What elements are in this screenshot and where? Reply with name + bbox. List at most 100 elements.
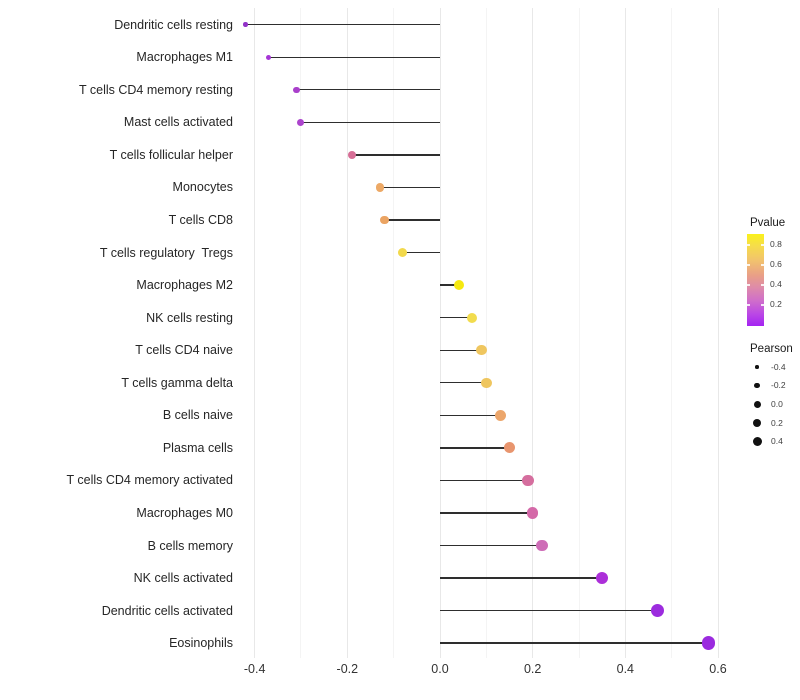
pvalue-bar-tick-left	[747, 304, 750, 306]
lollipop-segment	[440, 577, 603, 579]
lollipop-segment	[440, 512, 533, 514]
lollipop-dot	[347, 150, 356, 159]
gridline-major	[439, 8, 441, 658]
pearson-size-dot	[754, 382, 760, 389]
lollipop-dot	[293, 86, 300, 94]
y-axis-label: Macrophages M0	[136, 505, 233, 520]
lollipop-dot	[481, 377, 492, 388]
y-axis-label: Mast cells activated	[123, 115, 233, 130]
lollipop-dot	[243, 22, 248, 27]
pvalue-bar-tick-right	[761, 264, 764, 266]
y-axis-label: B cells naive	[162, 408, 233, 423]
lollipop-dot	[297, 118, 305, 126]
x-axis-tick-label: 0.4	[616, 662, 635, 676]
lollipop-dot	[701, 636, 716, 650]
pearson-size-dot	[755, 365, 759, 369]
lollipop-dot	[476, 344, 487, 356]
y-axis-label: T cells CD4 naive	[135, 343, 233, 358]
lollipop-dot	[651, 604, 665, 618]
lollipop-dot	[536, 539, 548, 552]
x-axis-tick-label: 0.0	[431, 662, 449, 676]
pvalue-bar-tick-right	[761, 244, 764, 246]
y-axis-label: T cells CD8	[168, 213, 233, 227]
pvalue-legend-title: Pvalue	[750, 217, 786, 229]
pvalue-tick-label: 0.8	[770, 239, 782, 250]
lollipop-dot	[595, 571, 609, 585]
lollipop-dot	[453, 280, 464, 291]
pvalue-tick-label: 0.2	[770, 299, 782, 309]
lollipop-dot	[504, 442, 515, 454]
pearson-size-dot	[753, 419, 761, 428]
lollipop-segment	[300, 121, 440, 124]
gridline-minor	[300, 8, 302, 658]
x-axis-tick-label: 0.2	[523, 662, 542, 676]
y-axis-label: B cells memory	[147, 538, 233, 553]
lollipop-dot	[526, 507, 539, 519]
lollipop-dot	[265, 54, 272, 60]
pearson-size-dot	[753, 400, 761, 408]
lollipop-segment	[296, 89, 440, 91]
y-axis-label: T cells CD4 memory resting	[79, 82, 233, 97]
gridline-minor	[485, 8, 487, 658]
y-axis-label: Dendritic cells activated	[101, 603, 233, 618]
lollipop-dot	[522, 474, 534, 487]
y-axis-label: Macrophages M2	[136, 278, 233, 293]
y-axis-label: T cells gamma delta	[121, 375, 233, 390]
lollipop-dot	[494, 409, 506, 421]
lollipop-segment	[440, 642, 709, 644]
lollipop-segment	[440, 609, 658, 612]
pearson-size-label: 0.0	[771, 398, 783, 409]
lollipop-segment	[384, 219, 440, 221]
y-axis-label: Monocytes	[172, 180, 233, 195]
y-axis-label: T cells regulatory Tregs	[99, 245, 233, 260]
lollipop-segment	[440, 382, 487, 384]
pearson-size-label: 0.2	[771, 417, 783, 428]
lollipop-dot	[398, 248, 408, 258]
lollipop-segment	[440, 479, 529, 482]
y-axis-label: Eosinophils	[169, 636, 233, 651]
pvalue-bar-tick-right	[761, 284, 764, 286]
lollipop-segment	[440, 349, 482, 351]
lollipop-segment	[245, 24, 440, 26]
pvalue-bar-tick-left	[747, 284, 750, 286]
gridline-minor	[393, 8, 395, 658]
pearson-size-label: 0.4	[771, 436, 783, 447]
pearson-size-label: -0.2	[771, 380, 786, 391]
lollipop-segment	[402, 251, 440, 254]
x-axis-tick-label: -0.2	[336, 662, 359, 676]
lollipop-dot	[380, 215, 389, 225]
pvalue-bar-tick-left	[747, 264, 750, 266]
pvalue-tick-label: 0.4	[770, 279, 782, 290]
y-axis-label: T cells follicular helper	[109, 147, 233, 162]
lollipop-segment	[268, 56, 440, 58]
y-axis-label: NK cells activated	[133, 571, 233, 586]
gridline-major	[624, 8, 626, 658]
y-axis-label: Plasma cells	[162, 440, 233, 455]
lollipop-segment	[440, 284, 459, 286]
lollipop-segment	[440, 414, 501, 416]
pearson-size-dot	[752, 437, 762, 447]
pearson-legend-title: Pearson	[750, 343, 793, 355]
y-axis-label: NK cells resting	[146, 310, 233, 325]
pvalue-tick-label: 0.6	[770, 259, 782, 270]
x-axis-tick-label: 0.6	[709, 662, 727, 676]
y-axis-label: T cells CD4 memory activated	[66, 473, 234, 488]
lollipop-segment	[440, 316, 473, 319]
pvalue-bar-tick-right	[761, 304, 764, 306]
lollipop-dot	[467, 312, 478, 323]
gridline-major	[346, 8, 348, 658]
lollipop-segment	[440, 544, 542, 547]
gridline-minor	[578, 8, 580, 658]
gridline-major	[254, 8, 256, 658]
x-axis-tick-label: -0.4	[243, 662, 266, 676]
gridline-minor	[671, 8, 673, 658]
y-axis-label: Macrophages M1	[136, 50, 233, 65]
lollipop-segment	[440, 447, 510, 449]
lollipop-dot	[375, 183, 384, 192]
pvalue-bar-tick-left	[747, 244, 750, 246]
lollipop-segment	[379, 186, 440, 189]
lollipop-segment	[351, 154, 440, 156]
pvalue-gradient-bar	[747, 234, 764, 326]
pearson-size-label: -0.4	[771, 361, 786, 372]
